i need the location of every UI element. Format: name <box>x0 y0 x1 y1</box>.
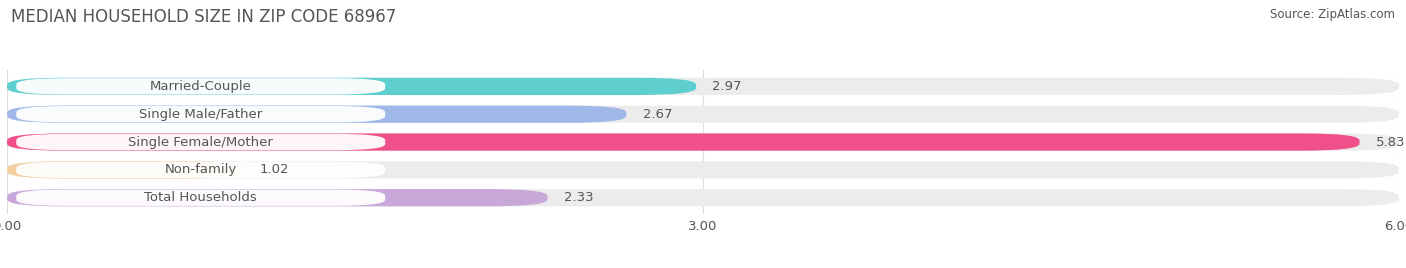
FancyBboxPatch shape <box>7 78 696 95</box>
Text: 1.02: 1.02 <box>260 163 290 176</box>
Text: Total Households: Total Households <box>145 191 257 204</box>
FancyBboxPatch shape <box>17 78 385 95</box>
FancyBboxPatch shape <box>7 161 243 178</box>
FancyBboxPatch shape <box>7 189 547 206</box>
Text: Single Male/Father: Single Male/Father <box>139 108 263 121</box>
Text: 2.67: 2.67 <box>643 108 672 121</box>
Text: Source: ZipAtlas.com: Source: ZipAtlas.com <box>1270 8 1395 21</box>
FancyBboxPatch shape <box>17 162 385 178</box>
Text: 2.97: 2.97 <box>713 80 742 93</box>
FancyBboxPatch shape <box>17 189 385 206</box>
FancyBboxPatch shape <box>7 78 1399 95</box>
Text: Married-Couple: Married-Couple <box>150 80 252 93</box>
Text: Non-family: Non-family <box>165 163 236 176</box>
Text: Single Female/Mother: Single Female/Mother <box>128 136 273 148</box>
Text: 5.83: 5.83 <box>1376 136 1405 148</box>
Text: MEDIAN HOUSEHOLD SIZE IN ZIP CODE 68967: MEDIAN HOUSEHOLD SIZE IN ZIP CODE 68967 <box>11 8 396 26</box>
FancyBboxPatch shape <box>17 106 385 122</box>
FancyBboxPatch shape <box>7 161 1399 178</box>
FancyBboxPatch shape <box>7 106 627 123</box>
FancyBboxPatch shape <box>7 133 1360 151</box>
Text: 2.33: 2.33 <box>564 191 593 204</box>
FancyBboxPatch shape <box>17 134 385 150</box>
FancyBboxPatch shape <box>7 106 1399 123</box>
FancyBboxPatch shape <box>7 133 1399 151</box>
FancyBboxPatch shape <box>7 189 1399 206</box>
